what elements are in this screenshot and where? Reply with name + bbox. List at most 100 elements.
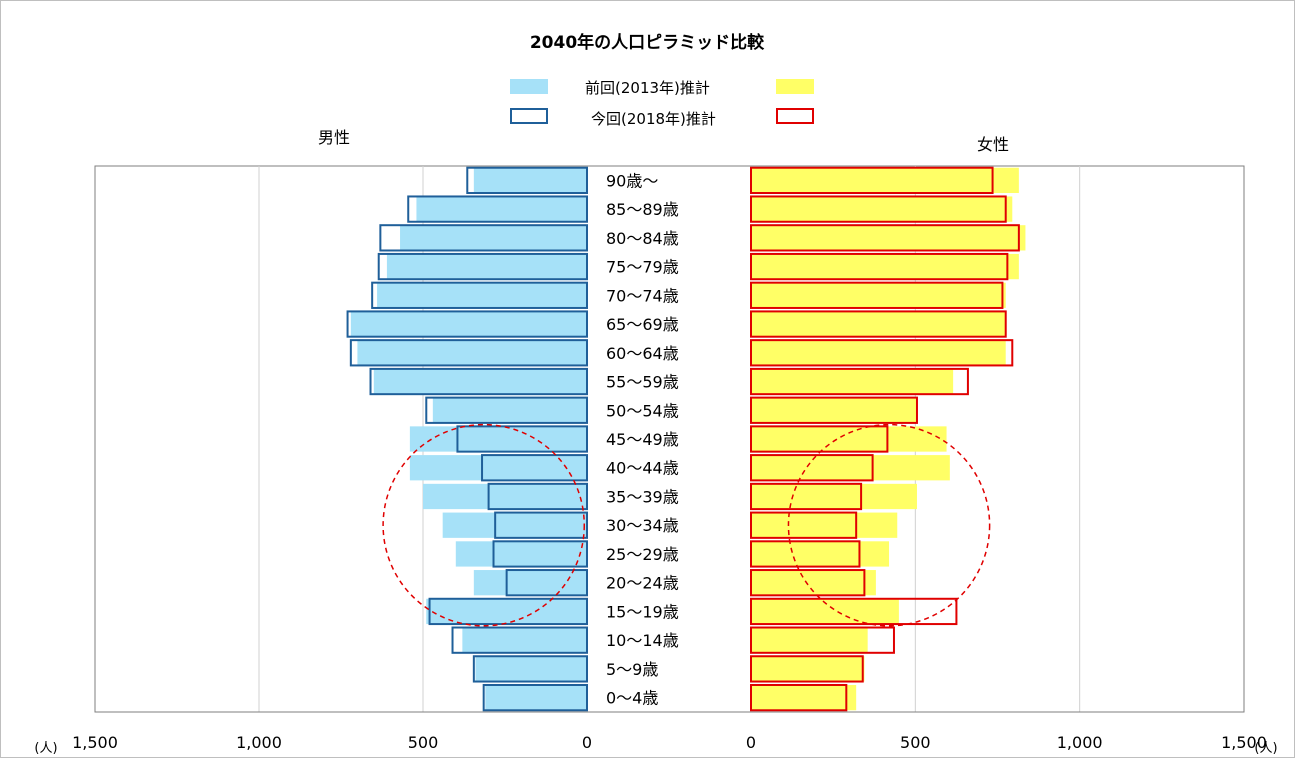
female-current-bar <box>750 310 1007 338</box>
age-group-label: 60～64歳 <box>606 344 679 363</box>
male-current-bar <box>505 569 589 597</box>
male-previous-bar <box>350 311 587 337</box>
female-current-bar <box>750 683 848 712</box>
male-previous-bar <box>386 253 587 280</box>
male-previous-bar <box>473 570 587 596</box>
age-group-label: 25～29歳 <box>606 545 679 564</box>
female-previous-bar <box>751 225 1026 251</box>
male-current-bar <box>482 683 588 712</box>
age-group-label: 15～19歳 <box>606 602 679 621</box>
male-x-tick-label: 0 <box>582 733 592 752</box>
female-current-bar <box>750 425 889 453</box>
male-previous-bar <box>409 426 587 452</box>
male-current-bar <box>492 540 588 568</box>
age-group-label: 50～54歳 <box>606 401 679 420</box>
age-group-label: 90歳～ <box>606 171 658 190</box>
male-previous-bar <box>485 684 587 711</box>
female-previous-bar <box>751 455 950 481</box>
male-current-bar <box>428 597 588 626</box>
legend-previous-female-swatch <box>776 79 814 94</box>
female-previous-series <box>751 167 1026 711</box>
male-x-tick-label: 1,500 <box>72 733 118 752</box>
age-group-label: 40～44歳 <box>606 459 679 478</box>
male-current-bar <box>494 511 588 539</box>
age-group-label: 0～4歳 <box>606 689 658 708</box>
male-previous-bar <box>426 598 587 625</box>
female-previous-bar <box>751 656 865 682</box>
male-previous-bar <box>423 483 587 510</box>
female-current-bar <box>750 655 864 683</box>
female-previous-bar <box>751 196 1013 222</box>
male-previous-bar <box>357 340 587 366</box>
female-previous-bar <box>751 368 954 395</box>
male-x-tick-label: 500 <box>408 733 439 752</box>
male-previous-bar <box>409 455 587 481</box>
age-group-label: 20～24歳 <box>606 574 679 593</box>
male-previous-series <box>350 167 587 711</box>
male-current-bar <box>407 195 588 223</box>
female-previous-bar <box>751 311 1006 337</box>
male-current-bar <box>346 310 588 338</box>
legend-current-male-swatch <box>510 108 548 124</box>
female-previous-bar <box>751 627 868 653</box>
legend-current-female-swatch <box>776 108 814 124</box>
female-current-bar <box>750 569 866 597</box>
female-current-bar <box>750 396 918 424</box>
female-x-tick-label: 1,500 <box>1221 733 1267 752</box>
female-previous-bar <box>751 282 1006 308</box>
female-current-series <box>750 166 1020 712</box>
age-group-labels: 90歳～ 85～89歳 80～84歳 75～79歳 70～74歳 65～69歳 60～64歳… <box>606 171 679 707</box>
female-current-bar <box>750 454 874 482</box>
male-current-series <box>346 166 589 712</box>
age-group-label: 80～84歳 <box>606 229 679 248</box>
female-unit-label: (人) <box>1254 741 1277 756</box>
female-previous-bar <box>751 483 917 510</box>
female-current-bar <box>750 367 969 396</box>
age-group-label: 70～74歳 <box>606 286 679 305</box>
male-current-bar <box>371 281 588 309</box>
male-previous-bar <box>377 282 587 308</box>
female-previous-bar <box>751 426 947 452</box>
legend-previous-male-swatch <box>510 79 548 94</box>
age-group-label: 85～89歳 <box>606 200 679 219</box>
age-group-label: 30～34歳 <box>606 516 679 535</box>
female-previous-bar <box>751 541 890 567</box>
male-previous-bar <box>432 397 587 423</box>
female-annotation-circle <box>787 423 991 627</box>
age-group-label: 45～49歳 <box>606 430 679 449</box>
female-current-bar <box>750 540 861 568</box>
female-previous-bar <box>751 253 1019 280</box>
male-current-bar <box>425 396 588 424</box>
male-previous-bar <box>475 656 587 682</box>
male-current-bar <box>456 425 588 453</box>
female-current-bar <box>750 597 958 626</box>
male-current-bar <box>481 454 589 482</box>
legend-current-label: 今回(2018年)推計 <box>591 110 716 128</box>
male-current-bar <box>472 655 588 683</box>
female-side-label: 女性 <box>977 135 1009 154</box>
male-side-label: 男性 <box>318 128 350 147</box>
male-current-bar <box>349 339 588 367</box>
female-current-bar <box>750 224 1020 252</box>
female-previous-bar <box>751 684 857 711</box>
male-previous-bar <box>373 368 587 395</box>
male-current-bar <box>379 224 588 252</box>
female-current-bar <box>750 195 1007 223</box>
legend-previous-label: 前回(2013年)推計 <box>585 79 710 97</box>
male-current-bar <box>466 166 588 195</box>
age-group-label: 35～39歳 <box>606 487 679 506</box>
female-current-bar <box>750 252 1009 281</box>
female-previous-bar <box>751 340 1006 366</box>
male-previous-bar <box>462 627 587 653</box>
chart-title: 2040年の人口ピラミッド比較 <box>530 32 765 53</box>
male-current-bar <box>377 252 588 281</box>
age-group-label: 5～9歳 <box>606 660 658 679</box>
male-current-bar <box>451 626 588 654</box>
female-x-tick-label: 1,000 <box>1057 733 1103 752</box>
female-current-bar <box>750 166 994 195</box>
male-annotation-circle <box>382 423 586 627</box>
